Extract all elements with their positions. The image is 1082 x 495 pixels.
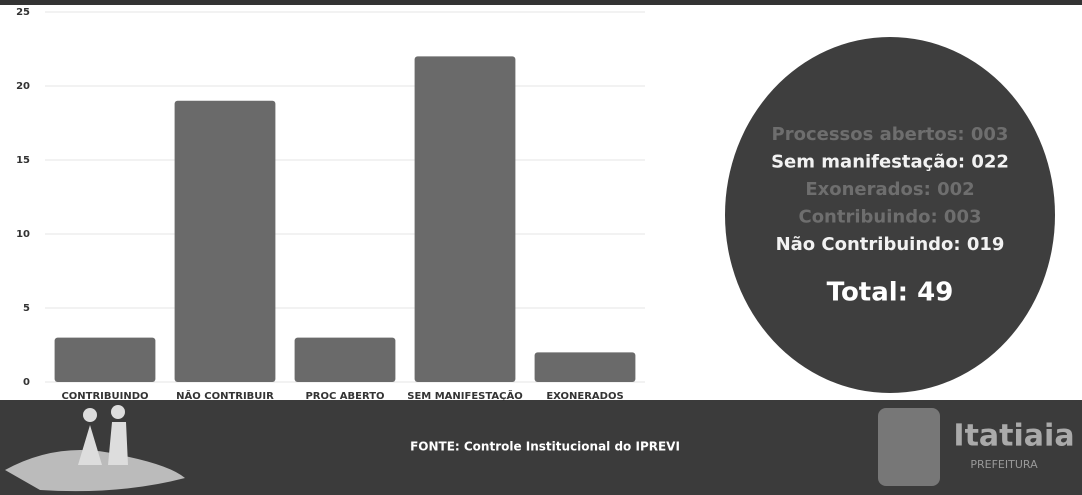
total: Total: 49 [827,278,954,308]
family-icon [78,422,128,465]
source: FONTE: Controle Institucional do IPREVI [410,440,680,454]
annotation: Contribuindo: 003 [798,207,981,228]
bar [414,56,516,383]
family-icon [83,408,97,422]
logo-subtitle: PREFEITURA [970,458,1038,471]
annotation: Processos abertos: 003 [772,124,1009,145]
x-tick-label: CONTRIBUINDO [61,391,148,402]
y-tick-label: 10 [16,229,30,240]
y-tick-label: 0 [23,377,30,388]
bar [294,337,396,382]
x-tick-label: EXONERADOS [546,391,623,402]
bar [174,100,276,383]
y-tick-label: 15 [16,155,30,166]
annotation: Sem manifestação: 022 [771,152,1009,173]
summary-circle [725,37,1055,393]
family-icon [111,405,125,419]
y-tick-label: 20 [16,81,30,92]
annotation: Exonerados: 002 [805,179,974,200]
bar [54,337,156,382]
x-tick-label: PROC ABERTO [305,391,384,402]
bar [534,352,636,382]
x-tick-label: NÃO CONTRIBUIR [176,389,274,402]
x-tick-label: SEM MANIFESTAÇÃO [407,389,522,402]
hand-logo [5,450,185,492]
y-tick-label: 5 [23,303,30,314]
top-strip [0,0,1082,5]
crest [878,408,940,486]
y-tick-label: 25 [16,7,30,18]
logo: Itatiaia [953,419,1074,454]
annotation: Não Contribuindo: 019 [776,234,1005,255]
